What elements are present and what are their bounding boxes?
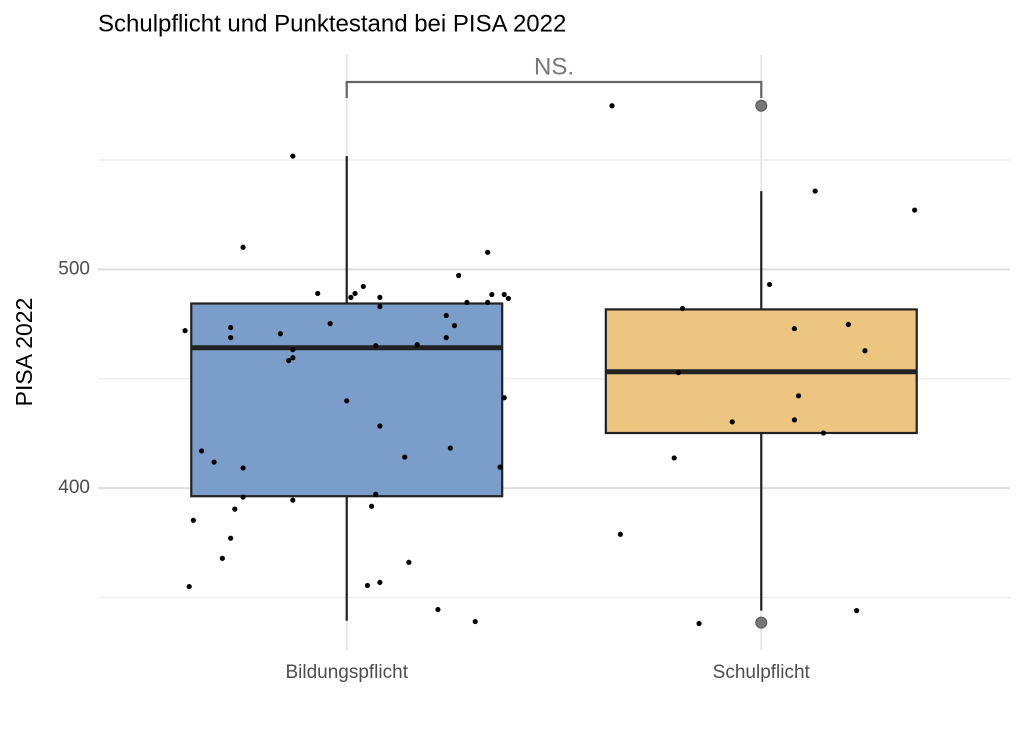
data-point: [327, 321, 333, 327]
data-point: [812, 188, 818, 194]
data-point: [211, 459, 217, 465]
data-point: [443, 335, 449, 341]
box: [190, 302, 504, 498]
data-point: [675, 370, 681, 376]
data-point: [377, 303, 383, 310]
data-point: [240, 465, 246, 471]
data-point: [228, 335, 234, 341]
significance-bracket: [345, 80, 763, 98]
data-point: [435, 606, 441, 613]
data-point: [232, 506, 238, 512]
data-point: [364, 582, 371, 589]
data-point: [290, 347, 296, 353]
data-point: [696, 620, 702, 627]
data-point: [219, 555, 225, 561]
data-point: [443, 312, 449, 319]
data-point: [501, 291, 507, 298]
data-point: [766, 281, 773, 288]
data-point: [497, 464, 503, 470]
outlier: [755, 99, 768, 112]
data-point: [671, 455, 677, 461]
data-point: [344, 398, 350, 404]
data-point: [609, 103, 615, 109]
data-point: [501, 395, 507, 401]
data-point: [348, 294, 354, 300]
data-point: [854, 608, 860, 614]
significance-label: NS.: [534, 53, 574, 80]
data-point: [485, 299, 491, 306]
data-point: [290, 153, 296, 159]
data-point: [360, 283, 366, 290]
x-tick-label: Schulpflicht: [713, 662, 811, 683]
data-point: [489, 291, 495, 298]
data-point: [791, 326, 798, 332]
data-point: [617, 531, 623, 537]
data-point: [369, 503, 375, 509]
data-point: [240, 244, 246, 250]
y-tick-label: 500: [58, 258, 90, 279]
data-point: [352, 290, 358, 297]
data-point: [373, 491, 379, 497]
data-point: [451, 322, 458, 329]
data-point: [228, 324, 234, 331]
x-tick-label: Bildungspflicht: [285, 662, 408, 683]
data-point: [729, 419, 735, 425]
data-point: [795, 393, 802, 399]
data-point: [286, 357, 292, 364]
data-point: [472, 618, 478, 625]
data-point: [414, 342, 420, 348]
data-point: [406, 559, 412, 565]
chart-title: Schulpflicht und Punktestand bei PISA 20…: [98, 10, 566, 37]
data-point: [377, 579, 383, 586]
data-point: [447, 445, 453, 451]
data-point: [912, 207, 918, 213]
data-point: [791, 417, 798, 423]
data-point: [402, 454, 408, 460]
data-point: [290, 355, 296, 361]
data-point: [464, 299, 470, 306]
data-point: [182, 328, 188, 334]
data-point: [845, 321, 851, 328]
data-point: [456, 272, 462, 279]
data-point: [820, 430, 827, 436]
outlier: [755, 616, 768, 629]
data-point: [240, 494, 246, 500]
data-point: [186, 583, 192, 590]
y-tick-label: 400: [58, 477, 90, 498]
data-point: [228, 535, 234, 541]
data-point: [505, 295, 511, 302]
data-point: [862, 348, 868, 354]
data-point: [377, 294, 383, 300]
data-point: [485, 249, 491, 255]
data-point: [315, 290, 321, 297]
data-point: [373, 343, 379, 349]
data-point: [190, 517, 196, 523]
data-point: [290, 497, 296, 503]
data-point: [199, 448, 205, 454]
y-axis-label: PISA 2022: [11, 298, 37, 407]
data-point: [679, 305, 686, 312]
data-point: [377, 423, 383, 429]
data-point: [277, 331, 283, 337]
